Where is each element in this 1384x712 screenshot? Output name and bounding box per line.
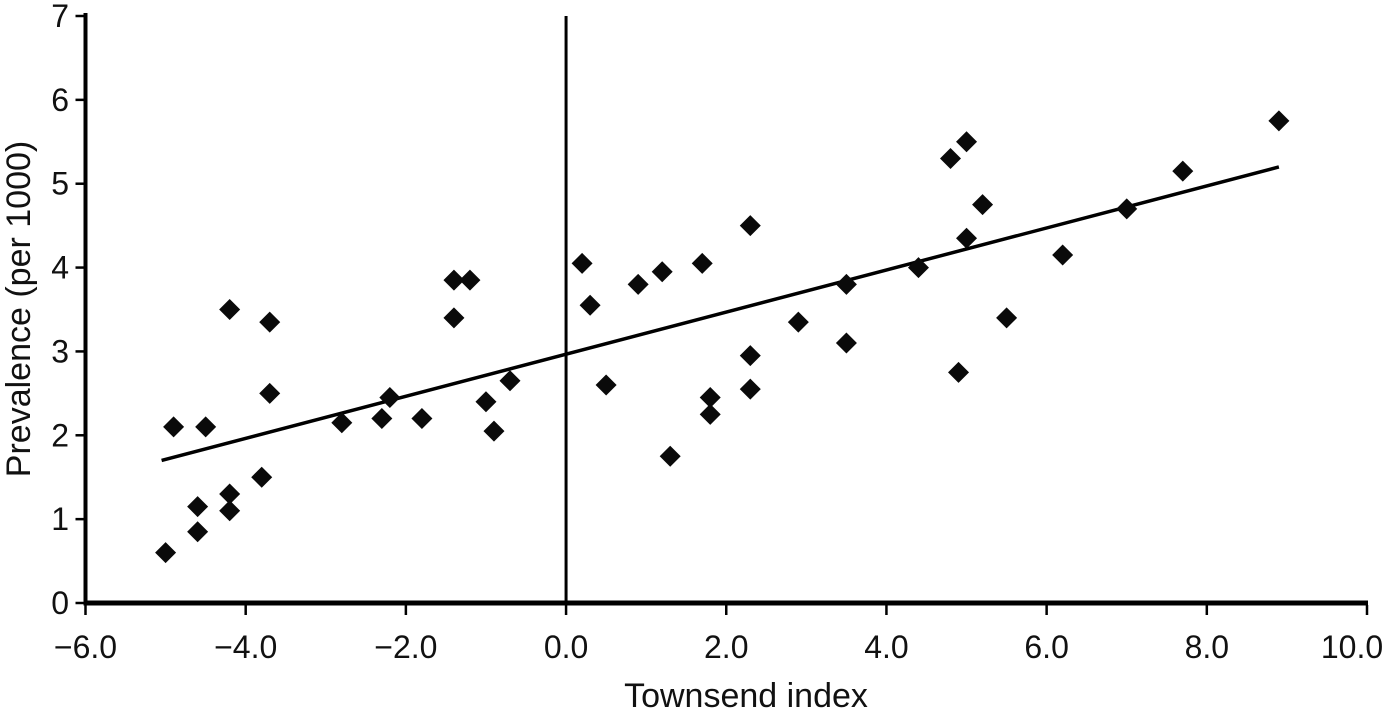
x-tick-label: 2.0 xyxy=(704,629,748,665)
data-point-marker xyxy=(459,269,481,291)
data-point-marker xyxy=(475,391,497,413)
data-point-marker xyxy=(195,416,217,438)
data-point-marker xyxy=(651,261,673,283)
data-point-marker xyxy=(1116,198,1138,220)
data-point-marker xyxy=(155,542,177,564)
data-point-marker xyxy=(699,403,721,425)
data-point-marker xyxy=(739,378,761,400)
axes xyxy=(75,13,1369,615)
y-tick-label: 3 xyxy=(51,333,69,369)
data-point-marker xyxy=(187,496,209,518)
data-point-marker xyxy=(371,408,393,430)
x-tick-label: 0.0 xyxy=(544,629,588,665)
data-point-marker xyxy=(787,311,809,333)
x-tick-label: −2.0 xyxy=(374,629,437,665)
data-point-marker xyxy=(1268,110,1290,132)
data-point-marker xyxy=(956,131,978,153)
data-point-marker xyxy=(579,294,601,316)
data-point-marker xyxy=(940,148,962,170)
data-point-marker xyxy=(187,521,209,543)
data-point-marker xyxy=(499,370,521,392)
data-point-marker xyxy=(1172,160,1194,182)
data-point-marker xyxy=(411,408,433,430)
data-point-marker xyxy=(1052,244,1074,266)
data-points xyxy=(155,110,1290,564)
x-tick-label: 10.0 xyxy=(1321,629,1383,665)
data-point-marker xyxy=(379,387,401,409)
x-tick-label: 8.0 xyxy=(1185,629,1229,665)
y-tick-label: 4 xyxy=(51,250,69,286)
data-point-marker xyxy=(259,382,281,404)
data-point-marker xyxy=(972,194,994,216)
data-point-marker xyxy=(739,345,761,367)
data-point-marker xyxy=(163,416,185,438)
data-point-marker xyxy=(595,374,617,396)
data-point-marker xyxy=(483,420,505,442)
x-tick-label: −4.0 xyxy=(214,629,277,665)
tick-labels: −6.0 −4.0 −2.0 0.0 2.0 4.0 6.0 8.0 10.0 0 1 2 3 4 5 6 7 xyxy=(51,0,1383,665)
data-point-marker xyxy=(443,269,465,291)
data-point-marker xyxy=(443,307,465,329)
x-axis-title: Townsend index xyxy=(624,677,868,712)
y-tick-label: 6 xyxy=(51,82,69,118)
data-point-marker xyxy=(996,307,1018,329)
data-point-marker xyxy=(219,483,241,505)
data-point-marker xyxy=(956,227,978,249)
x-tick-label: 4.0 xyxy=(864,629,908,665)
data-point-marker xyxy=(219,299,241,320)
x-tick-label: −6.0 xyxy=(54,629,117,665)
data-point-marker xyxy=(571,252,593,274)
trend-line-group xyxy=(161,165,1280,463)
y-tick-label: 7 xyxy=(51,0,69,34)
data-point-marker xyxy=(948,361,970,383)
data-point-marker xyxy=(699,387,721,409)
data-point-marker xyxy=(331,412,353,434)
data-point-marker xyxy=(739,215,761,237)
x-tick-label: 6.0 xyxy=(1024,629,1068,665)
data-point-marker xyxy=(259,311,281,333)
y-tick-label: 0 xyxy=(51,585,69,621)
trend-line xyxy=(161,165,1280,463)
data-point-marker xyxy=(251,466,273,488)
y-axis-title: Prevalence (per 1000) xyxy=(0,141,38,477)
data-point-marker xyxy=(835,273,857,295)
data-point-marker xyxy=(659,445,681,467)
data-point-marker xyxy=(691,252,713,274)
data-point-marker xyxy=(907,257,929,279)
y-tick-label: 2 xyxy=(51,417,69,453)
data-point-marker xyxy=(219,500,241,522)
data-point-marker xyxy=(627,273,649,295)
data-point-marker xyxy=(835,332,857,354)
y-tick-label: 5 xyxy=(51,166,69,202)
y-tick-label: 1 xyxy=(51,501,69,537)
